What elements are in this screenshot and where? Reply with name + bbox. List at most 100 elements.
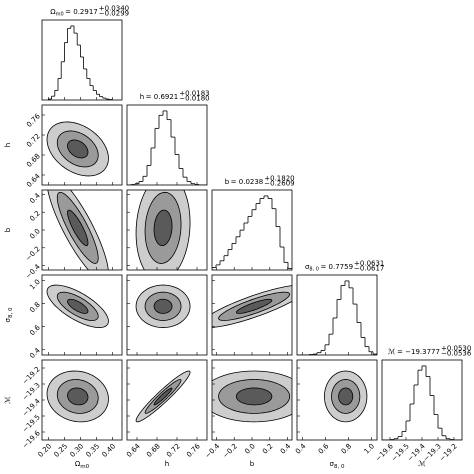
contour-panel: [46, 284, 109, 328]
contour-panel: [135, 284, 191, 328]
histogram: [212, 195, 292, 270]
y-tick-label: 0.4: [28, 346, 42, 360]
axis-label-symbol: ℳ: [418, 460, 426, 468]
contour: [67, 139, 89, 159]
contour: [67, 387, 89, 406]
contour: [338, 387, 354, 406]
x-tick-label: −0.2: [221, 442, 239, 460]
contour-panel: [47, 190, 109, 270]
axis-label-symbol: b: [4, 227, 12, 232]
y-tick-label: 0.6: [28, 323, 42, 337]
axis-label: h: [165, 460, 169, 468]
axis-label: σ8, 0: [330, 460, 345, 470]
title-symbol: ℳ: [388, 348, 396, 356]
x-tick-label: 0.64: [125, 442, 142, 459]
contour: [153, 298, 173, 314]
title-upper: +0.0530: [441, 345, 471, 353]
y-tick-label: 1.0: [28, 278, 42, 292]
axis-label-sub: 8, 0: [8, 307, 14, 318]
y-tick-label: −19.2: [21, 365, 42, 386]
title-upper: +0.0340: [99, 5, 129, 13]
x-tick-label: 0.25: [53, 442, 70, 459]
contour-panel: [46, 121, 109, 177]
axis-label-sub: m0: [80, 464, 89, 470]
histogram: [382, 365, 462, 440]
title-value: = 0.6921: [146, 93, 179, 101]
title-lower: −0.0180: [179, 95, 209, 103]
x-tick-label: −19.2: [438, 442, 459, 463]
axis-label: ℳ: [418, 460, 426, 468]
contour-panel: [212, 285, 292, 328]
x-tick-label: 0.0: [243, 442, 257, 456]
panel-title: Ωm0 = 0.2917: [50, 8, 98, 18]
title-lower: −0.0299: [99, 10, 129, 18]
axis-label-symbol: σ: [4, 317, 12, 322]
panel-title: ℳ = −19.3777: [388, 348, 440, 356]
contour: [153, 387, 173, 406]
x-tick-label: 0.2: [261, 442, 275, 456]
axis-label: b: [4, 227, 12, 232]
title-lower: −0.0617: [354, 265, 384, 273]
axis-label-symbol: ℳ: [4, 396, 12, 404]
panel-title: b = 0.0238: [225, 178, 264, 186]
x-tick-label: 0.6: [317, 442, 331, 456]
histogram: [297, 280, 377, 355]
y-tick-label: 0.64: [25, 172, 42, 189]
axis-label: σ8, 0: [4, 307, 14, 322]
title-symbol: b: [225, 178, 230, 186]
contour-panel: [324, 370, 368, 423]
y-tick-label: 0.0: [28, 227, 42, 241]
axis-label: h: [4, 143, 12, 147]
panel-title: σ8, 0 = 0.7759: [305, 263, 353, 273]
axis-label: b: [250, 460, 255, 468]
panel-frame: [381, 359, 463, 441]
y-tick-label: 0.8: [28, 301, 42, 315]
title-symbol: Ω: [50, 8, 56, 16]
x-tick-label: 1.0: [363, 442, 377, 456]
histogram: [48, 25, 113, 100]
panel-frame: [41, 19, 123, 101]
y-tick-label: 0.68: [25, 152, 42, 169]
panel-frame: [296, 274, 378, 356]
y-tick-label: 0.76: [25, 112, 42, 129]
title-symbol: h: [140, 93, 144, 101]
y-tick-label: 0.2: [28, 209, 42, 223]
title-upper: +0.0183: [179, 90, 209, 98]
title-sub: m0: [56, 12, 64, 18]
x-tick-label: 0.8: [340, 442, 354, 456]
title-value: = 0.7759: [320, 263, 353, 271]
contour-panel: [135, 190, 191, 270]
title-value: = 0.0238: [231, 178, 264, 186]
contour-panel: [212, 370, 292, 423]
contour-panel: [46, 370, 109, 423]
x-tick-label: 0.4: [279, 442, 293, 456]
title-lower: −0.2609: [264, 180, 294, 188]
title-value: = 0.2917: [65, 8, 98, 16]
contour: [235, 387, 273, 406]
axis-label-symbol: h: [165, 460, 169, 468]
panel-frame: [41, 104, 123, 186]
x-tick-label: 0.72: [165, 442, 182, 459]
x-tick-label: −0.4: [204, 442, 222, 460]
axis-label: Ωm0: [75, 460, 90, 470]
y-tick-label: 0.4: [28, 191, 42, 205]
title-upper: +0.1820: [264, 175, 294, 183]
panel-frame: [41, 274, 123, 356]
title-lower: −0.0536: [441, 350, 472, 358]
contour: [67, 209, 89, 247]
axis-label-symbol: σ: [330, 460, 335, 468]
y-tick-label: 0.72: [25, 132, 42, 149]
axis-label-sub: 8, 0: [334, 464, 345, 470]
x-tick-label: 0.4: [294, 442, 308, 456]
x-tick-label: 0.30: [69, 442, 86, 459]
title-value: = −19.3777: [397, 348, 440, 356]
panel-frame: [126, 274, 208, 356]
axis-label-symbol: Ω: [75, 460, 81, 468]
contour-panel: [135, 370, 191, 423]
x-tick-label: 0.76: [185, 442, 202, 459]
x-tick-label: 0.68: [145, 442, 162, 459]
title-sub: 8, 0: [309, 267, 319, 273]
x-tick-label: 0.35: [85, 442, 102, 459]
x-tick-label: 0.20: [37, 442, 54, 459]
